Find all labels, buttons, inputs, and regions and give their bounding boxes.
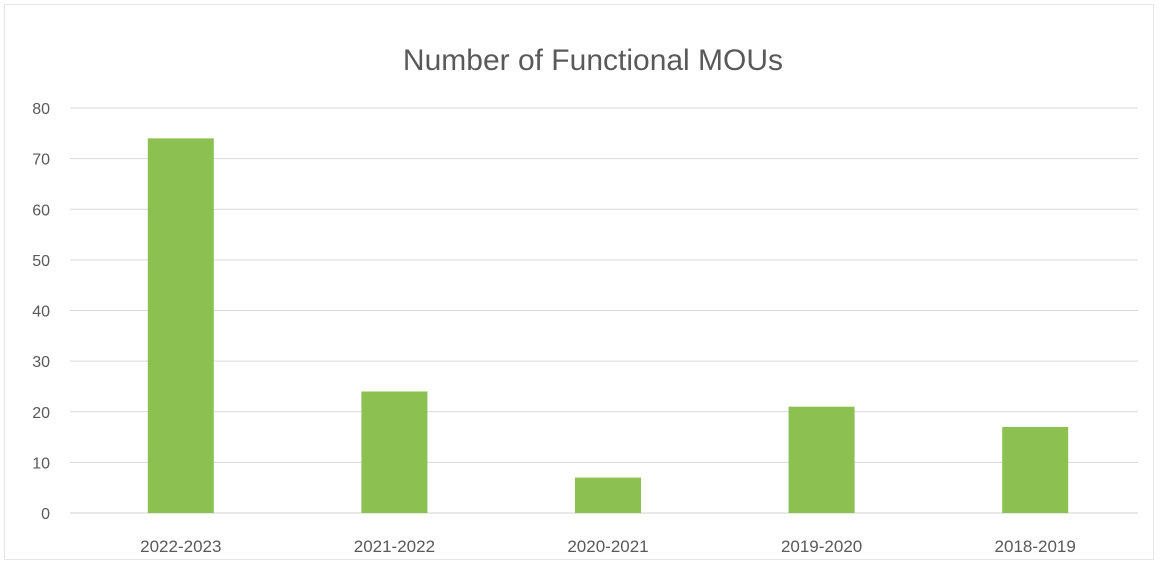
- x-category-label: 2019-2020: [781, 537, 862, 556]
- y-tick-label: 50: [32, 253, 50, 270]
- y-tick-label: 10: [32, 455, 50, 472]
- bar-2022-2023: [147, 138, 214, 513]
- y-tick-label: 70: [32, 152, 50, 169]
- x-axis-categories: 2022-2023 2021-2022 2020-2021 2019-2020 2018…: [140, 537, 1076, 556]
- x-category-label: 2022-2023: [140, 537, 221, 556]
- bar-2021-2022: [361, 391, 428, 513]
- chart-title: Number of Functional MOUs: [403, 44, 783, 77]
- y-tick-label: 30: [32, 354, 50, 371]
- bars: [147, 138, 1069, 513]
- x-category-label: 2020-2021: [567, 537, 648, 556]
- bar-2020-2021: [575, 477, 641, 513]
- grid-lines: [70, 107, 1138, 514]
- y-tick-label: 0: [41, 506, 50, 523]
- y-tick-label: 40: [32, 304, 50, 321]
- bar-2019-2020: [788, 406, 855, 513]
- x-category-label: 2018-2019: [995, 537, 1076, 556]
- y-tick-label: 20: [32, 405, 50, 422]
- bar-2018-2019: [1002, 426, 1069, 513]
- x-category-label: 2021-2022: [354, 537, 435, 556]
- y-axis-ticks: 0 10 20 30 40 50 60 70 80: [32, 101, 50, 523]
- y-tick-label: 60: [32, 202, 50, 219]
- y-tick-label: 80: [32, 101, 50, 118]
